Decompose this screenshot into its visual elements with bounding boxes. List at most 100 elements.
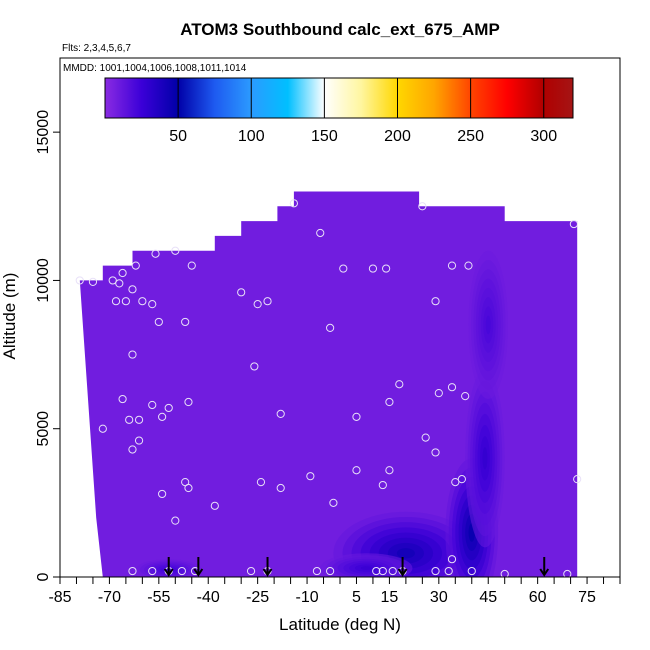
sample-point [395, 380, 404, 389]
x-tick-label: 45 [479, 589, 497, 606]
field-blob [485, 315, 491, 335]
sample-point [154, 317, 163, 327]
sample-point [563, 569, 572, 577]
sample-point [128, 445, 137, 454]
sample-point [500, 569, 509, 577]
sample-point [378, 480, 387, 490]
x-tick-label: -70 [98, 589, 121, 606]
sample-point [148, 566, 157, 576]
y-tick-label: 15000 [35, 110, 52, 155]
sample-point [134, 436, 144, 445]
profile-arrow [539, 557, 550, 577]
field-blob [360, 566, 373, 570]
sample-point [184, 397, 193, 407]
x-tick-label: -25 [246, 589, 269, 606]
sample-point [447, 555, 457, 564]
sample-point [158, 412, 167, 421]
field-blob [482, 447, 488, 470]
sample-point [447, 383, 457, 392]
profile-arrows [163, 557, 550, 577]
sample-point [457, 475, 466, 484]
sample-point [352, 412, 361, 421]
sample-point [125, 415, 134, 424]
sample-point [444, 566, 453, 576]
sample-point [569, 219, 578, 229]
sample-point [451, 477, 460, 487]
flights-note: Flts: 2,3,4,5,6,7 [62, 43, 131, 54]
sample-point [250, 362, 259, 371]
sample-point [312, 566, 322, 576]
field-blobs [135, 250, 508, 577]
sample-point [263, 297, 272, 306]
sample-point [326, 323, 335, 332]
sample-point [329, 498, 338, 507]
sample-point [461, 391, 470, 401]
colorbar-tick-label: 200 [384, 128, 411, 145]
sample-point [171, 516, 180, 525]
x-tick-label: -40 [197, 589, 220, 606]
sample-point [431, 448, 440, 457]
sample-point [573, 475, 582, 484]
sample-point [434, 389, 443, 398]
colorbar-ticks: 50 100 150 200 250 300 [169, 78, 557, 145]
sample-point [352, 466, 361, 475]
sample-point [128, 350, 137, 359]
sample-point [121, 297, 130, 306]
colorbar-tick-label: 100 [238, 128, 265, 145]
chart-title: ATOM3 Southbound calc_ext_675_AMP [180, 20, 500, 39]
sample-point [306, 472, 315, 481]
sample-point [368, 264, 378, 273]
sample-point [210, 501, 219, 510]
x-tick-label: -10 [295, 589, 318, 606]
sample-point [111, 297, 121, 306]
sample-point [289, 199, 298, 208]
sample-point [158, 489, 167, 499]
x-tick-label: 30 [430, 589, 448, 606]
y-tick-label: 5000 [35, 411, 52, 447]
sample-point [316, 228, 325, 238]
x-axis: -85 -70 -55 -40 -25 -10 5 15 30 45 60 75 [48, 577, 621, 606]
sample-point [421, 433, 430, 442]
sample-point [378, 566, 387, 576]
sample-point [431, 566, 440, 576]
colorbar-tick-label: 150 [311, 128, 338, 145]
sample-point [431, 297, 440, 306]
profile-arrow [163, 557, 174, 577]
sample-point [253, 300, 262, 309]
y-axis-label: Altitude (m) [0, 273, 19, 360]
x-tick-label: 5 [352, 589, 361, 606]
sample-point [108, 276, 117, 285]
x-tick-label: 60 [529, 589, 547, 606]
sample-point [418, 202, 427, 211]
sample-point [326, 566, 335, 576]
y-tick-label: 10000 [35, 258, 52, 303]
x-tick-label: -55 [147, 589, 170, 606]
sample-point [134, 415, 144, 424]
field-blob [396, 548, 415, 559]
sample-point [164, 403, 173, 413]
sample-point [75, 276, 84, 285]
x-tick-label: 15 [381, 589, 399, 606]
y-tick-label: 0 [35, 572, 52, 581]
sample-point [372, 566, 381, 576]
sample-point [276, 483, 285, 493]
colorbar: 50 100 150 200 250 300 [104, 77, 574, 145]
sample-point [256, 477, 266, 487]
colorbar-tick-label: 250 [457, 128, 484, 145]
sample-point [447, 261, 457, 270]
sample-point [385, 397, 394, 407]
field-domain [79, 191, 578, 577]
colorbar-gradient [104, 77, 574, 119]
colorbar-tick-label: 300 [530, 128, 557, 145]
sample-point [115, 279, 124, 288]
heatmap-field [79, 191, 578, 577]
x-axis-label: Latitude (deg N) [279, 615, 401, 634]
sample-point [385, 466, 394, 475]
sample-point [88, 277, 98, 287]
profile-arrow [193, 557, 204, 577]
x-tick-label: -85 [48, 589, 71, 606]
colorbar-tick-label: 50 [169, 128, 187, 145]
dates-note: MMDD: 1001,1004,1006,1008,1011,1014 [63, 63, 247, 74]
sample-point [276, 409, 285, 418]
